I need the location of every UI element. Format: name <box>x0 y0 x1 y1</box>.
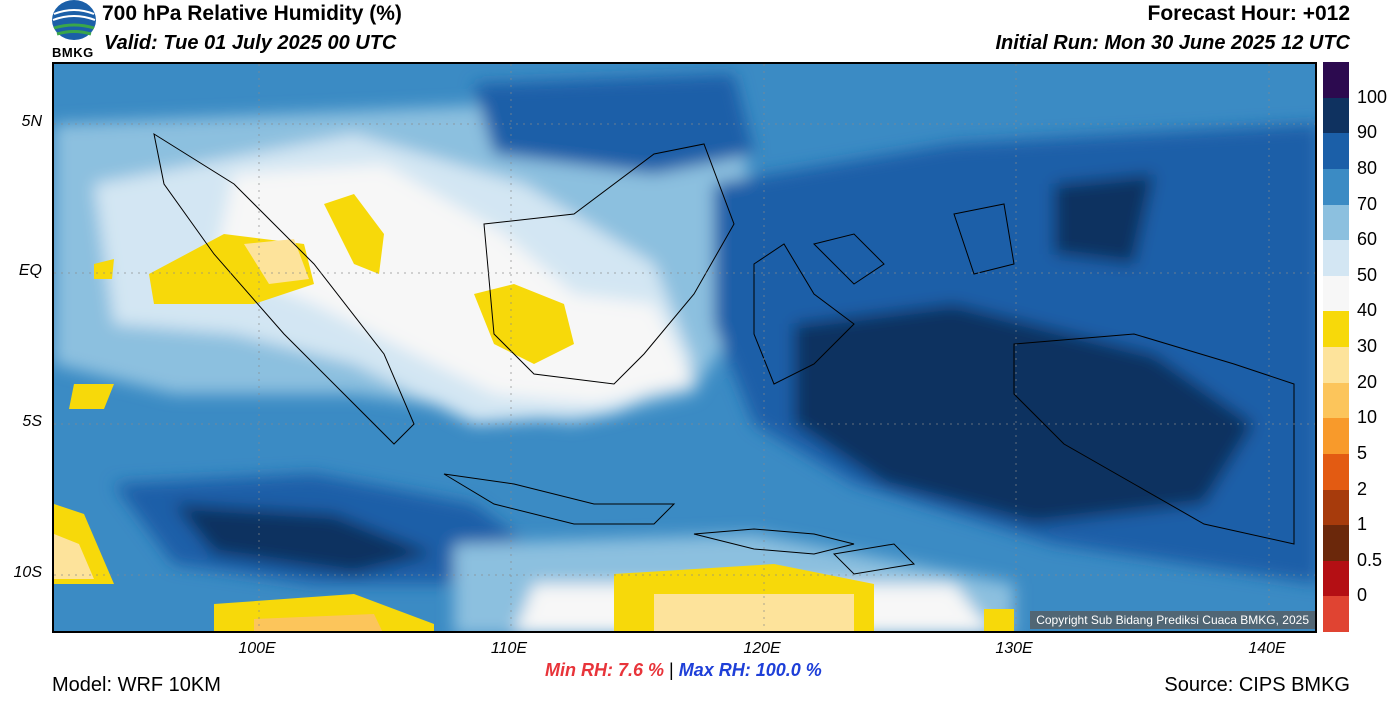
colorbar-segment <box>1323 347 1349 383</box>
colorbar-segment <box>1323 168 1349 205</box>
copyright-note: Copyright Sub Bidang Prediksi Cuaca BMKG… <box>1030 611 1315 629</box>
colorbar-segment <box>1323 240 1349 276</box>
chart-title: 700 hPa Relative Humidity (%) <box>102 2 402 25</box>
colorbar-label: 80 <box>1357 157 1378 178</box>
source-label: Source: CIPS BMKG <box>1164 674 1350 696</box>
colorbar-label: 40 <box>1357 300 1378 321</box>
colorbar-label: 1 <box>1357 514 1368 535</box>
valid-time: Valid: Tue 01 July 2025 00 UTC <box>104 32 397 54</box>
humidity-map <box>52 62 1317 633</box>
colorbar-label: 10 <box>1357 407 1378 428</box>
colorbar-label: 60 <box>1357 229 1378 250</box>
colorbar-segment <box>1323 204 1349 241</box>
xtick-100e: 100E <box>238 640 276 657</box>
colorbar-label: 30 <box>1357 336 1378 356</box>
colorbar-segment <box>1323 560 1349 597</box>
ytick-10s: 10S <box>13 564 42 581</box>
colorbar-label: 0.5 <box>1357 549 1383 570</box>
ytick-5s: 5S <box>22 413 42 430</box>
ytick-5n: 5N <box>21 113 42 130</box>
colorbar-label: 70 <box>1357 193 1378 214</box>
colorbar-label: 100 <box>1357 86 1388 107</box>
logo-text: BMKG <box>52 45 94 60</box>
colorbar-segment <box>1323 489 1349 526</box>
max-rh: Max RH: 100.0 % <box>678 660 822 680</box>
initial-run: Initial Run: Mon 30 June 2025 12 UTC <box>995 32 1350 54</box>
ytick-eq: EQ <box>18 262 42 279</box>
colorbar-segment <box>1323 453 1349 490</box>
colorbar-label: 0 <box>1357 585 1368 606</box>
colorbar-label: 90 <box>1357 122 1378 143</box>
map-canvas <box>54 64 1315 631</box>
forecast-hour: Forecast Hour: +012 <box>1147 2 1351 25</box>
xtick-140e: 140E <box>1248 640 1286 657</box>
colorbar <box>1323 62 1349 632</box>
bmkg-logo <box>50 0 100 62</box>
colorbar-label: 5 <box>1357 442 1368 463</box>
colorbar-segment <box>1323 97 1349 134</box>
colorbar-label: 20 <box>1357 371 1378 392</box>
xtick-120e: 120E <box>743 640 781 657</box>
colorbar-label: 50 <box>1357 264 1378 285</box>
colorbar-segment <box>1323 596 1349 632</box>
colorbar-segment <box>1323 382 1349 419</box>
colorbar-segment <box>1323 418 1349 454</box>
min-rh: Min RH: 7.6 % <box>545 660 665 680</box>
colorbar-segment <box>1323 311 1349 347</box>
colorbar-segment <box>1323 62 1349 98</box>
colorbar-segment <box>1323 133 1349 169</box>
rh-stats: Min RH: 7.6 % | Max RH: 100.0 % <box>545 660 822 681</box>
colorbar-segment <box>1323 525 1349 561</box>
stats-separator: | <box>669 660 674 680</box>
xtick-130e: 130E <box>995 640 1033 657</box>
colorbar-label: 2 <box>1357 478 1368 499</box>
model-label: Model: WRF 10KM <box>52 674 221 696</box>
xtick-110e: 110E <box>490 640 528 657</box>
colorbar-segment <box>1323 275 1349 312</box>
